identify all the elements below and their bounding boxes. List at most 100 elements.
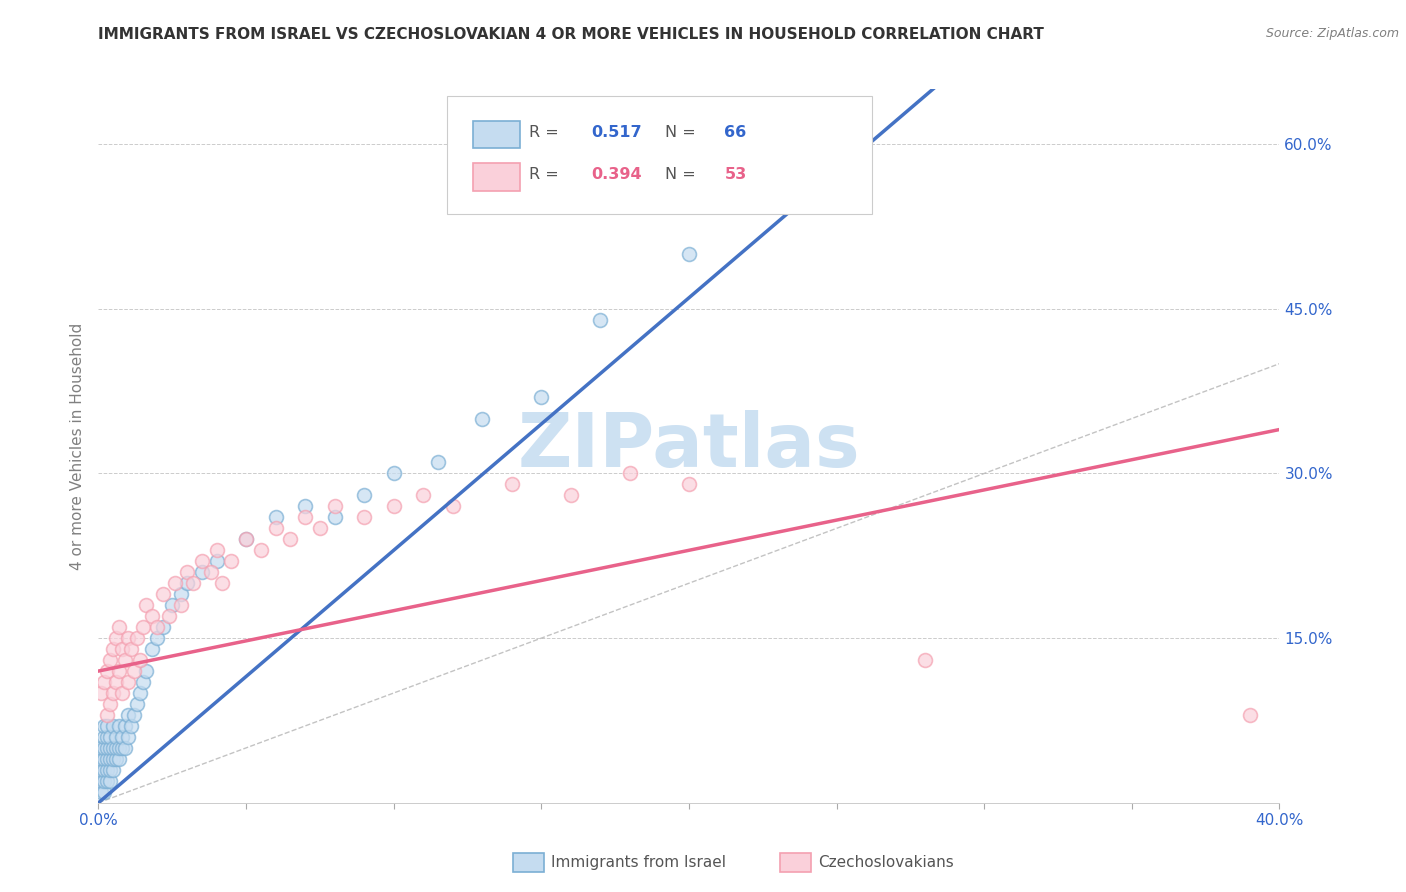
Point xyxy=(678,247,700,261)
Y-axis label: 4 or more Vehicles in Household: 4 or more Vehicles in Household xyxy=(69,322,84,570)
Point xyxy=(98,697,121,711)
Point xyxy=(96,708,118,723)
Point xyxy=(146,620,169,634)
Point xyxy=(103,719,125,733)
Point xyxy=(560,488,582,502)
Point xyxy=(181,576,204,591)
Text: IMMIGRANTS FROM ISRAEL VS CZECHOSLOVAKIAN 4 OR MORE VEHICLES IN HOUSEHOLD CORREL: IMMIGRANTS FROM ISRAEL VS CZECHOSLOVAKIA… xyxy=(98,27,1045,42)
Point xyxy=(441,500,464,514)
Point xyxy=(103,642,125,657)
Point xyxy=(96,773,118,788)
Text: ZIPatlas: ZIPatlas xyxy=(517,409,860,483)
Point xyxy=(111,730,134,744)
Point xyxy=(90,686,112,700)
Point xyxy=(353,510,375,524)
Point xyxy=(98,740,121,755)
Point xyxy=(105,730,128,744)
Point xyxy=(471,411,494,425)
Point xyxy=(250,543,273,558)
Point xyxy=(128,653,150,667)
Point xyxy=(323,510,346,524)
Point xyxy=(96,752,118,766)
Point xyxy=(278,533,302,547)
Point xyxy=(382,500,405,514)
Point xyxy=(114,719,136,733)
Point xyxy=(152,587,174,601)
Point xyxy=(191,566,214,580)
Point xyxy=(309,521,332,535)
Point xyxy=(125,631,148,645)
Point xyxy=(678,477,700,491)
Point xyxy=(200,566,222,580)
Point xyxy=(108,740,131,755)
Point xyxy=(103,740,125,755)
Point xyxy=(122,708,145,723)
Point xyxy=(264,521,287,535)
Point xyxy=(105,752,128,766)
Point xyxy=(111,686,134,700)
Point xyxy=(501,477,523,491)
Point xyxy=(96,664,118,678)
Point xyxy=(165,576,187,591)
Text: N =: N = xyxy=(665,125,702,139)
Point xyxy=(103,686,125,700)
Point xyxy=(235,533,257,547)
Point xyxy=(90,773,112,788)
Text: R =: R = xyxy=(530,125,564,139)
Point xyxy=(114,653,136,667)
Point xyxy=(170,587,193,601)
Point xyxy=(157,609,180,624)
Point xyxy=(122,664,145,678)
Point xyxy=(98,763,121,777)
Point xyxy=(111,642,134,657)
Text: 0.394: 0.394 xyxy=(591,168,641,182)
Point xyxy=(427,455,450,469)
Point xyxy=(98,730,121,744)
Point xyxy=(108,664,131,678)
Point xyxy=(103,763,125,777)
Point xyxy=(90,785,112,799)
Point xyxy=(152,620,174,634)
Point xyxy=(108,719,131,733)
Point xyxy=(382,467,405,481)
Point xyxy=(105,675,128,690)
Text: Source: ZipAtlas.com: Source: ZipAtlas.com xyxy=(1265,27,1399,40)
Point xyxy=(294,500,316,514)
Point xyxy=(117,675,139,690)
Point xyxy=(96,719,118,733)
FancyBboxPatch shape xyxy=(472,120,520,148)
Point xyxy=(176,576,198,591)
Point xyxy=(128,686,150,700)
Point xyxy=(619,467,641,481)
Point xyxy=(125,697,148,711)
Point xyxy=(219,554,242,568)
Point xyxy=(103,752,125,766)
Point xyxy=(96,740,118,755)
Point xyxy=(90,763,112,777)
Point xyxy=(90,740,112,755)
Point xyxy=(120,719,142,733)
FancyBboxPatch shape xyxy=(472,163,520,191)
Text: 66: 66 xyxy=(724,125,747,139)
Point xyxy=(323,500,346,514)
Point xyxy=(108,620,131,634)
Text: 53: 53 xyxy=(724,168,747,182)
Point xyxy=(162,598,183,612)
Point xyxy=(294,510,316,524)
Point xyxy=(90,752,112,766)
Point xyxy=(170,598,193,612)
Point xyxy=(98,752,121,766)
Point xyxy=(530,390,553,404)
Point xyxy=(211,576,233,591)
Point xyxy=(98,653,121,667)
Point xyxy=(412,488,434,502)
Point xyxy=(96,763,118,777)
Point xyxy=(93,773,115,788)
Point xyxy=(589,312,612,326)
Point xyxy=(796,126,818,140)
FancyBboxPatch shape xyxy=(447,96,872,214)
Point xyxy=(98,773,121,788)
Point xyxy=(132,620,155,634)
Text: Immigrants from Israel: Immigrants from Israel xyxy=(551,855,725,870)
Point xyxy=(235,533,257,547)
